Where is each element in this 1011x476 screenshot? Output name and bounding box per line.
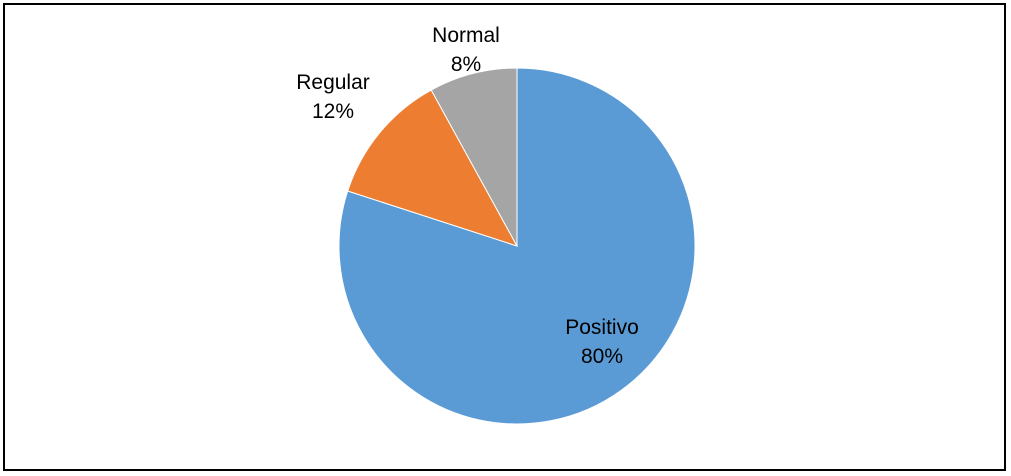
pie-slice-positivo bbox=[338, 67, 696, 425]
pie-slices bbox=[338, 67, 696, 425]
slice-percent-positivo: 80% bbox=[581, 345, 623, 368]
chart-frame: Positivo 80% Regular 12% Normal 8% bbox=[3, 3, 1006, 471]
slice-percent-normal: 8% bbox=[451, 53, 481, 76]
pie-slice-regular bbox=[347, 89, 519, 247]
slice-percent-regular: 12% bbox=[312, 100, 354, 123]
pie-chart: Positivo 80% Regular 12% Normal 8% bbox=[296, 24, 696, 425]
pie-data-labels: Positivo 80% Regular 12% Normal 8% bbox=[296, 24, 639, 368]
slice-label-regular: Regular bbox=[296, 71, 370, 94]
pie-slice-normal bbox=[430, 67, 518, 247]
slice-label-normal: Normal bbox=[432, 24, 500, 47]
slice-label-positivo: Positivo bbox=[565, 316, 639, 339]
